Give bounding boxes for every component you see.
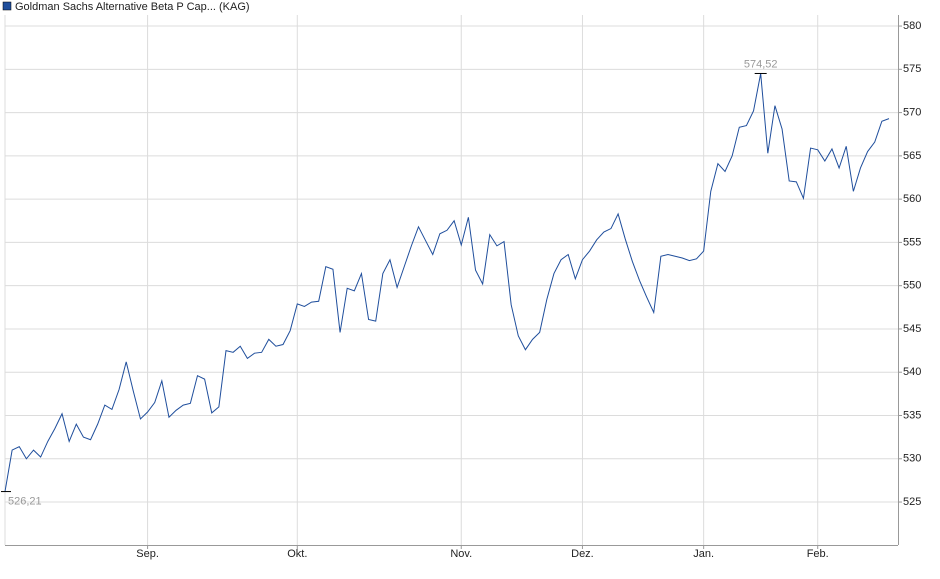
x-tick-label: Okt. [287, 548, 307, 560]
x-tick-label: Nov. [450, 548, 472, 560]
y-tick-label: 525 [903, 496, 921, 508]
x-tick-label: Feb. [807, 548, 829, 560]
legend-swatch [2, 1, 12, 11]
x-tick-label: Dez. [571, 548, 594, 560]
y-tick-label: 550 [903, 280, 921, 292]
y-tick-label: 535 [903, 409, 921, 421]
y-tick-label: 555 [903, 236, 921, 248]
y-tick-label: 575 [903, 63, 921, 75]
y-tick-label: 545 [903, 323, 921, 335]
high-label: 574,52 [744, 58, 778, 70]
y-tick-label: 580 [903, 20, 921, 32]
x-tick-label: Sep. [136, 548, 159, 560]
y-tick-label: 565 [903, 150, 921, 162]
x-tick-label: Jan. [693, 548, 714, 560]
y-tick-label: 570 [903, 106, 921, 118]
low-label: 526,21 [8, 495, 42, 507]
y-tick-label: 540 [903, 366, 921, 378]
legend-label: Goldman Sachs Alternative Beta P Cap... … [15, 1, 250, 13]
y-tick-label: 560 [903, 193, 921, 205]
line [4, 73, 890, 492]
y-tick-label: 530 [903, 453, 921, 465]
